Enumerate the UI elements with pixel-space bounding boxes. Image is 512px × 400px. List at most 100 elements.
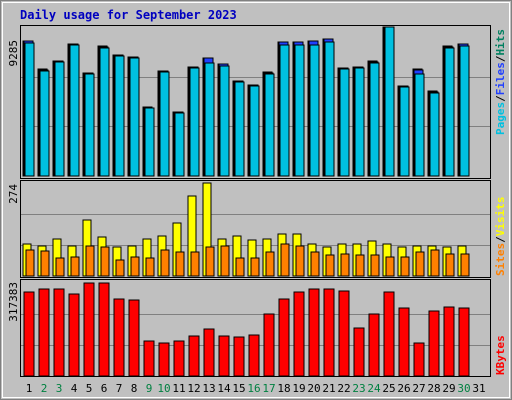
legend-hits: Hits bbox=[494, 29, 507, 56]
legend-visits-panel: Sites/Visits bbox=[494, 197, 507, 277]
x-label-day-10: 10 bbox=[157, 382, 170, 395]
bar-pages-day-26 bbox=[399, 86, 410, 177]
bar-sites-day-24 bbox=[370, 254, 380, 277]
x-label-day-20: 20 bbox=[307, 382, 320, 395]
bar-pages-day-11 bbox=[174, 112, 185, 177]
bar-pages-day-28 bbox=[429, 92, 440, 177]
bar-sites-day-8 bbox=[130, 256, 140, 277]
bar-kbytes-day-5 bbox=[83, 282, 95, 377]
x-label-day-31: 31 bbox=[472, 382, 485, 395]
bar-sites-day-2 bbox=[40, 250, 50, 277]
legend-hits-panel: Pages/Files/Hits bbox=[494, 29, 507, 135]
x-label-day-23: 23 bbox=[352, 382, 365, 395]
bar-kbytes-day-29 bbox=[443, 306, 455, 377]
bar-pages-day-1 bbox=[24, 42, 35, 177]
ytick-kbytes-max: 317383 bbox=[7, 282, 20, 322]
bar-kbytes-day-25 bbox=[383, 291, 395, 377]
x-label-day-1: 1 bbox=[26, 382, 33, 395]
legend-sep-2: / bbox=[494, 55, 507, 62]
legend-sep-3: / bbox=[494, 236, 507, 243]
bars bbox=[22, 26, 470, 377]
bar-kbytes-day-11 bbox=[173, 340, 185, 377]
bar-pages-day-2 bbox=[39, 70, 50, 177]
bar-kbytes-day-9 bbox=[143, 340, 155, 377]
bar-pages-day-13 bbox=[204, 62, 215, 177]
bar-kbytes-day-20 bbox=[308, 288, 320, 377]
bar-kbytes-day-1 bbox=[23, 291, 35, 377]
bar-kbytes-day-28 bbox=[428, 310, 440, 377]
bar-sites-day-28 bbox=[430, 249, 440, 277]
x-label-day-12: 12 bbox=[187, 382, 200, 395]
bar-sites-day-16 bbox=[250, 257, 260, 277]
x-label-day-22: 22 bbox=[337, 382, 350, 395]
bar-sites-day-7 bbox=[115, 259, 125, 277]
bar-sites-day-18 bbox=[280, 243, 290, 277]
x-label-day-18: 18 bbox=[277, 382, 290, 395]
bar-pages-day-19 bbox=[294, 44, 305, 177]
bar-sites-day-26 bbox=[400, 256, 410, 277]
x-label-day-13: 13 bbox=[202, 382, 215, 395]
bar-pages-day-15 bbox=[234, 81, 245, 177]
legend-sep-1: / bbox=[494, 95, 507, 102]
bar-pages-day-6 bbox=[99, 47, 110, 177]
bar-kbytes-day-13 bbox=[203, 328, 215, 377]
bar-kbytes-day-18 bbox=[278, 298, 290, 377]
bar-sites-day-11 bbox=[175, 251, 185, 277]
bar-pages-day-4 bbox=[69, 44, 80, 177]
bar-pages-day-9 bbox=[144, 107, 155, 177]
bar-pages-day-7 bbox=[114, 55, 125, 177]
bar-kbytes-day-17 bbox=[263, 313, 275, 377]
legend-files: Files bbox=[494, 62, 507, 95]
x-label-day-4: 4 bbox=[71, 382, 78, 395]
x-label-day-8: 8 bbox=[131, 382, 138, 395]
bar-pages-day-12 bbox=[189, 67, 200, 177]
x-label-day-27: 27 bbox=[412, 382, 425, 395]
bar-kbytes-day-22 bbox=[338, 290, 350, 377]
bar-pages-day-17 bbox=[264, 73, 275, 177]
bar-sites-day-21 bbox=[325, 254, 335, 277]
bar-pages-day-3 bbox=[54, 61, 65, 177]
bar-pages-day-8 bbox=[129, 57, 140, 177]
legend-kbytes-panel: KBytes bbox=[494, 335, 507, 375]
bar-kbytes-day-6 bbox=[98, 282, 110, 377]
bar-sites-day-30 bbox=[460, 253, 470, 277]
bar-sites-day-4 bbox=[70, 256, 80, 277]
bar-sites-day-10 bbox=[160, 249, 170, 277]
bar-sites-day-12 bbox=[190, 251, 200, 277]
bar-sites-day-22 bbox=[340, 253, 350, 277]
legend-kbytes: KBytes bbox=[494, 335, 507, 375]
bar-pages-day-18 bbox=[279, 44, 290, 177]
bar-kbytes-day-12 bbox=[188, 335, 200, 377]
bar-kbytes-day-23 bbox=[353, 327, 365, 377]
x-label-day-26: 26 bbox=[397, 382, 410, 395]
legend-pages: Pages bbox=[494, 102, 507, 135]
bar-sites-day-19 bbox=[295, 245, 305, 277]
bar-pages-day-14 bbox=[219, 65, 230, 177]
bar-sites-day-14 bbox=[220, 245, 230, 277]
bar-kbytes-day-7 bbox=[113, 298, 125, 377]
bar-pages-day-10 bbox=[159, 71, 170, 177]
x-label-day-29: 29 bbox=[442, 382, 455, 395]
bar-kbytes-day-10 bbox=[158, 342, 170, 377]
bar-kbytes-day-24 bbox=[368, 313, 380, 377]
bar-sites-day-20 bbox=[310, 251, 320, 277]
bar-kbytes-day-30 bbox=[458, 307, 470, 377]
bar-sites-day-13 bbox=[205, 246, 215, 277]
bar-kbytes-day-4 bbox=[68, 293, 80, 377]
x-label-day-16: 16 bbox=[247, 382, 260, 395]
bar-sites-day-17 bbox=[265, 251, 275, 277]
ytick-visits-max: 274 bbox=[7, 184, 20, 204]
bar-pages-day-29 bbox=[444, 47, 455, 177]
x-label-day-11: 11 bbox=[172, 382, 185, 395]
bar-pages-day-23 bbox=[354, 67, 365, 177]
bar-pages-day-20 bbox=[309, 44, 320, 177]
bar-kbytes-day-8 bbox=[128, 299, 140, 377]
bar-sites-day-15 bbox=[235, 257, 245, 277]
ytick-hits-max: 9285 bbox=[7, 40, 20, 67]
bar-pages-day-16 bbox=[249, 85, 260, 177]
x-label-day-21: 21 bbox=[322, 382, 335, 395]
bar-pages-day-30 bbox=[459, 45, 470, 177]
x-label-day-9: 9 bbox=[146, 382, 153, 395]
